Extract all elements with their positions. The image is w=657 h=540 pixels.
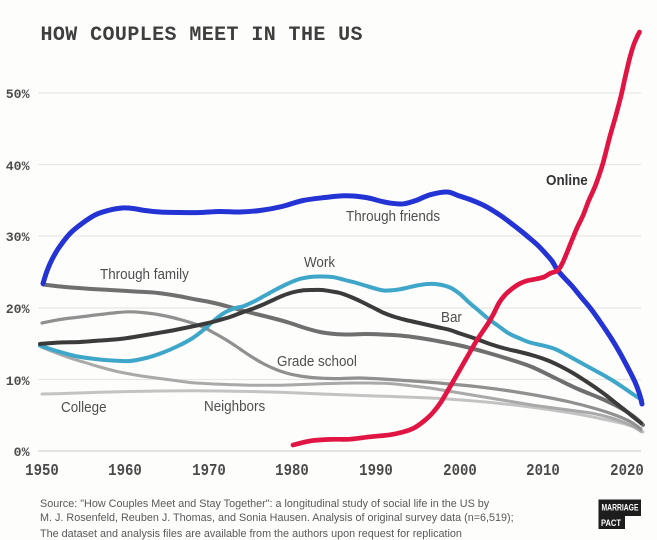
svg-text:PACT: PACT: [601, 518, 621, 529]
svg-text:MARRIAGE: MARRIAGE: [602, 503, 639, 514]
